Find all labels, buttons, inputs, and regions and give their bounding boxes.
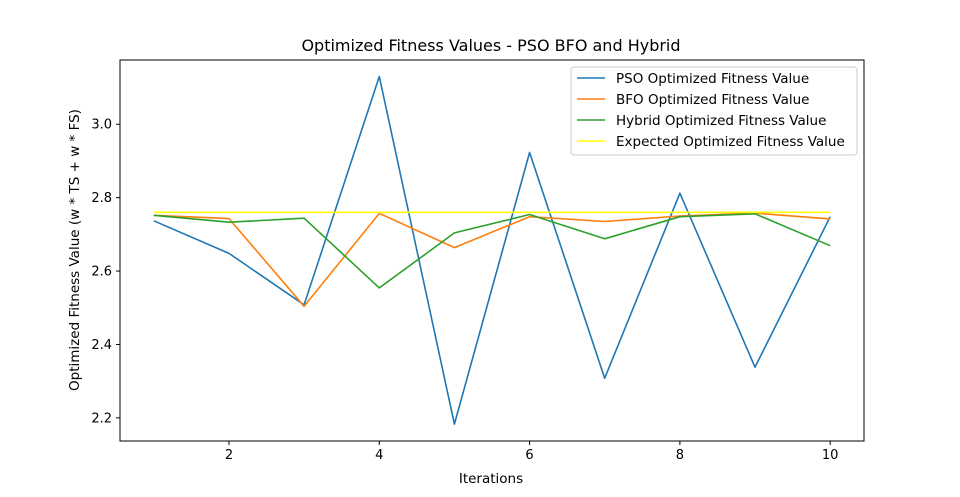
y-tick-label: 2.4 [91,338,112,353]
y-tick-label: 2.2 [91,411,112,426]
legend-label-3: Expected Optimized Fitness Value [616,134,845,150]
plot-frame [119,59,865,442]
x-tick-label: 10 [822,448,839,463]
legend-label-2: Hybrid Optimized Fitness Value [616,113,826,129]
y-tick-label: 2.6 [91,265,112,280]
y-tick-label: 2.8 [91,191,112,206]
x-axis-label: Iterations [459,471,523,487]
legend-box [570,66,858,156]
legend-label-1: BFO Optimized Fitness Value [616,92,809,108]
chart-title: Optimized Fitness Values - PSO BFO and H… [301,36,680,55]
x-tick-label: 2 [225,448,233,463]
series-line-0 [153,75,831,425]
plot-area [153,75,831,425]
series-line-2 [153,213,831,289]
x-axis: 2 4 6 8 10 [225,441,839,463]
legend-label-0: PSO Optimized Fitness Value [616,71,809,87]
y-tick-label: 3.0 [91,118,112,133]
x-tick-label: 4 [375,448,383,463]
y-axis-label: Optimized Fitness Value (w * TS + w * FS… [67,109,83,391]
x-tick-label: 6 [525,448,533,463]
legend: PSO Optimized Fitness Value BFO Optimized… [570,66,858,156]
y-axis: 2.2 2.4 2.6 2.8 3.0 [91,118,120,426]
x-tick-label: 8 [676,448,684,463]
